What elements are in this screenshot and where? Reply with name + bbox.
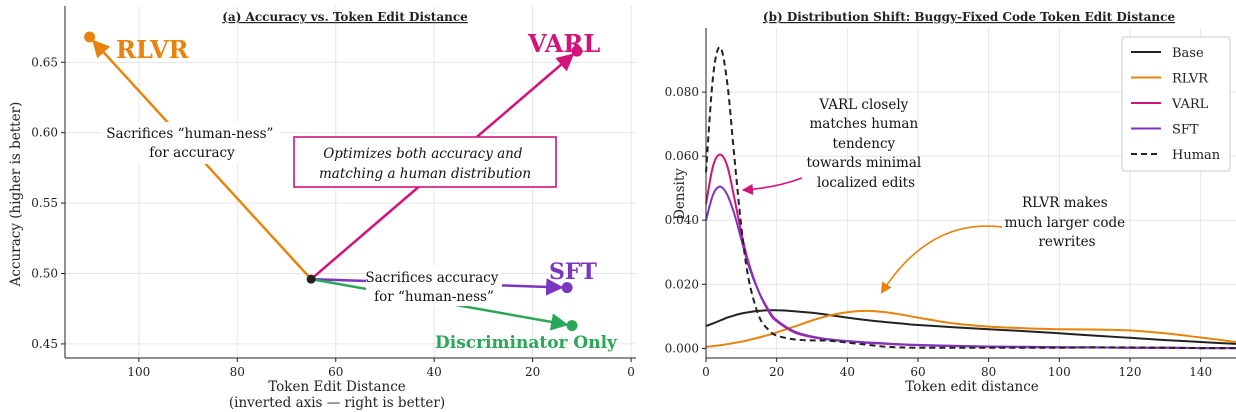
panel-a-ytick-label: 0.65 <box>31 55 58 69</box>
legend-label-sft: SFT <box>1172 123 1199 138</box>
panel-b-xtick-label: 0 <box>702 365 710 379</box>
label-sft: SFT <box>549 259 598 285</box>
label-rlvr: RLVR <box>116 35 190 64</box>
panel-b-xlabel: Token edit distance <box>905 379 1039 395</box>
series-line-human <box>705 46 1236 350</box>
panel-a-ytick-label: 0.55 <box>31 196 58 210</box>
panel-a-xtick-label: 0 <box>627 365 635 379</box>
annotation-box-sft <box>366 266 502 306</box>
panel-b-ytick-label: 0.060 <box>665 149 699 163</box>
series-line-sft <box>705 185 1236 350</box>
panel-b-xtick-label: 100 <box>1048 365 1071 379</box>
annotation-varl: Optimizes both accuracy and matching a h… <box>319 146 531 182</box>
panel-a-xtick-label: 40 <box>427 365 442 379</box>
panel-a-xlabel: Token Edit Distance <box>268 379 406 395</box>
panel-b-xtick-label: 20 <box>769 365 784 379</box>
panel-b-grid <box>705 28 1236 358</box>
arrow-varl-note <box>741 177 803 196</box>
annotation-box-rlvr <box>102 122 280 164</box>
legend-label-varl: VARL <box>1171 97 1209 112</box>
panel-a-xtick-label: 80 <box>230 365 245 379</box>
panel-b-ytick-label: 0.000 <box>665 341 699 355</box>
legend-label-rlvr: RLVR <box>1172 72 1209 87</box>
panel-b-xtick-label: 140 <box>1189 365 1212 379</box>
point-rlvr <box>84 31 96 43</box>
point-discriminator-only <box>566 320 578 332</box>
legend-label-human: Human <box>1172 148 1221 163</box>
point-origin <box>306 274 316 284</box>
panel-b-xtick-label: 120 <box>1119 365 1142 379</box>
panel-b-lines <box>705 46 1236 350</box>
legend-label-base: Base <box>1172 46 1204 61</box>
label-discriminator: Discriminator Only <box>435 333 618 353</box>
panel-b-ylabel: Density <box>672 168 688 220</box>
panel-b-xtick-label: 40 <box>840 365 855 379</box>
series-line-base <box>705 309 1236 345</box>
legend-box <box>1121 36 1231 172</box>
annotation-sft: Sacrifices accuracy for “human-ness” <box>365 270 502 305</box>
legend: Base RLVR VARL SFT Human <box>1121 36 1231 172</box>
annotation-varl-closely: VARL closely matches human tendency towa… <box>806 97 925 191</box>
panel-b-xtick-label: 60 <box>910 365 925 379</box>
panel-b-ticks: 0 20 40 60 80 100 120 140 0.000 0.020 0.040 0.060 0.… <box>665 85 1212 379</box>
series-line-rlvr <box>705 309 1236 348</box>
panel-a-ytick-label: 0.45 <box>31 337 58 351</box>
panel-b-ytick-label: 0.040 <box>665 213 699 227</box>
panel-b-ytick-label: 0.080 <box>665 85 699 99</box>
annotation-box-varl <box>293 136 557 188</box>
panel-b-xtick-label: 80 <box>981 365 996 379</box>
point-sft <box>561 282 573 294</box>
panel-a-xlabel-note: (inverted axis — right is better) <box>229 395 445 411</box>
annotation-rlvr: Sacrifices “human-ness” for accuracy <box>106 126 278 161</box>
panel-a-ytick-label: 0.60 <box>31 126 58 140</box>
panel-a-xtick-label: 100 <box>127 365 150 379</box>
panel-b: (b) Distribution Shift: Buggy-Fixed Code… <box>665 10 1236 395</box>
panel-a-title: (a) Accuracy vs. Token Edit Distance <box>222 10 468 24</box>
panel-a-ylabel: Accuracy (higher is better) <box>8 102 24 288</box>
panel-a-ticks: 100 80 60 40 20 0 0.45 0.50 0.55 0.60 0.65 <box>31 55 635 379</box>
annotation-rlvr-rewrites: RLVR makes much larger code rewrites <box>1005 195 1130 250</box>
point-varl <box>571 45 583 57</box>
panel-a-xtick-label: 60 <box>328 365 343 379</box>
panel-b-title: (b) Distribution Shift: Buggy-Fixed Code… <box>763 10 1176 24</box>
panel-a-ytick-label: 0.50 <box>31 267 58 281</box>
panel-a-points <box>84 31 583 332</box>
panel-a-xtick-label: 20 <box>525 365 540 379</box>
arrow-rlvr-note <box>880 225 1003 294</box>
label-varl: VARL <box>527 29 600 58</box>
panel-a: (a) Accuracy vs. Token Edit Distance 100… <box>8 6 636 411</box>
panel-b-ytick-label: 0.020 <box>665 277 699 291</box>
